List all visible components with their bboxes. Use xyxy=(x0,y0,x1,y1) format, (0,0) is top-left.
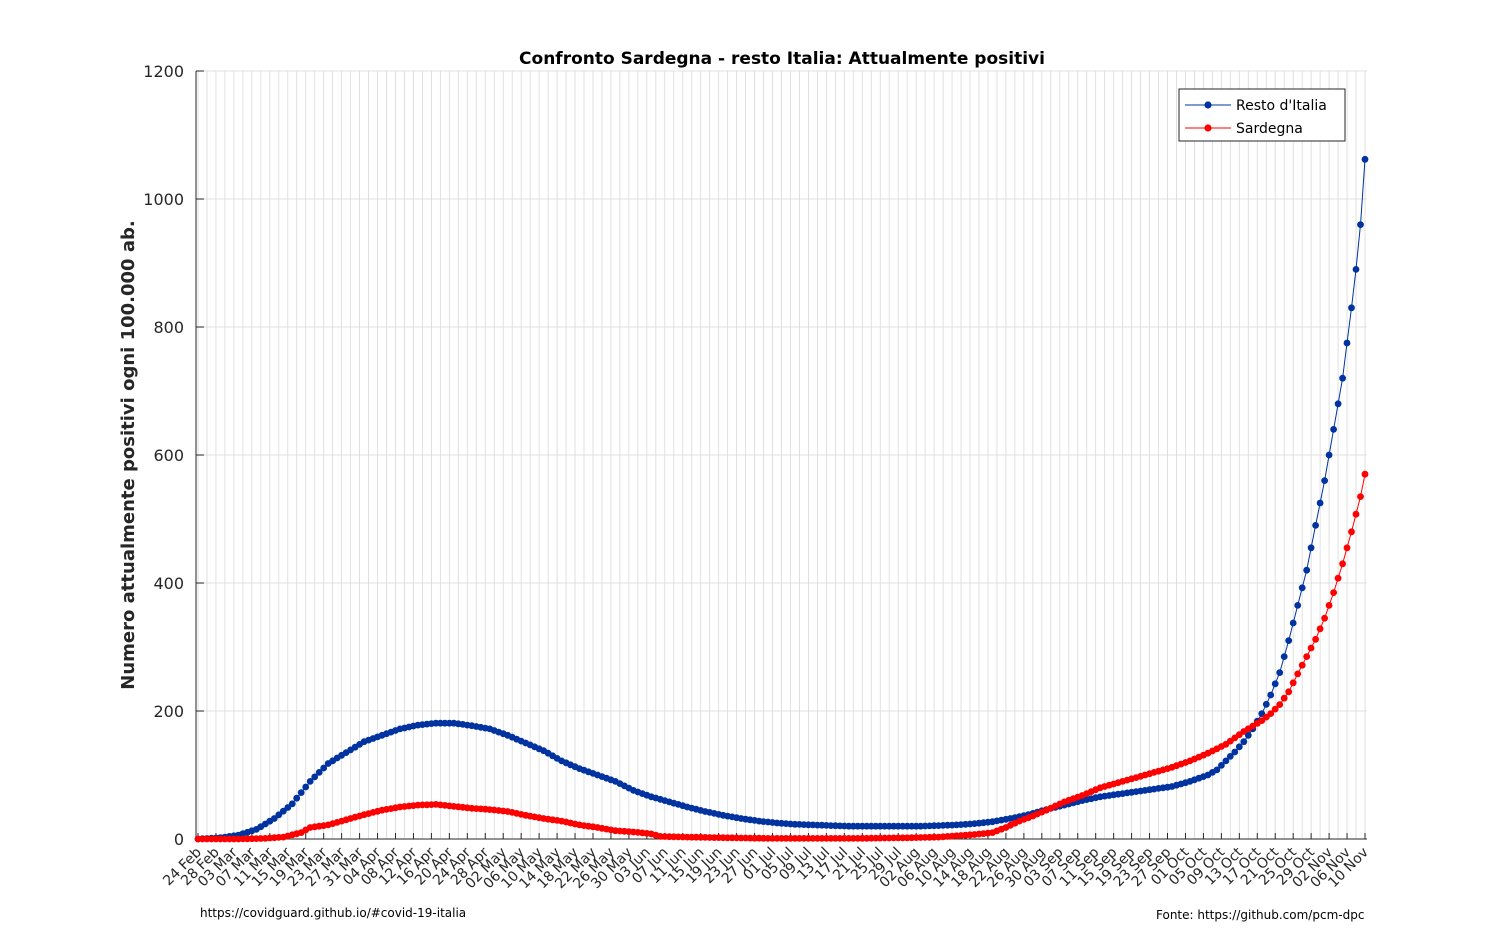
data-point xyxy=(1231,748,1239,756)
legend-label-sardegna: Sardegna xyxy=(1236,121,1303,137)
data-point xyxy=(1316,499,1324,507)
data-point xyxy=(1222,757,1230,765)
data-point xyxy=(1213,766,1221,774)
data-point xyxy=(311,773,319,781)
data-point xyxy=(1280,653,1288,660)
data-point xyxy=(1321,477,1328,484)
data-point xyxy=(1325,451,1333,459)
data-point xyxy=(1361,155,1369,163)
data-point xyxy=(288,800,296,808)
data-point xyxy=(297,789,305,796)
data-point xyxy=(1334,400,1342,408)
data-point xyxy=(1218,762,1225,769)
data-point xyxy=(1303,653,1311,660)
data-point xyxy=(315,769,323,776)
data-point xyxy=(293,794,301,802)
data-point xyxy=(1348,528,1355,536)
data-point xyxy=(1285,688,1293,696)
data-point xyxy=(320,764,328,772)
data-point xyxy=(1312,635,1319,643)
data-point xyxy=(1339,560,1346,568)
legend: Resto d'Italia Sardegna xyxy=(1178,88,1346,142)
series-resto-italia xyxy=(194,155,1369,843)
data-point xyxy=(1334,574,1342,582)
data-point xyxy=(1244,731,1252,739)
data-point xyxy=(1343,544,1351,552)
data-point xyxy=(1357,493,1364,500)
data-point xyxy=(306,778,314,785)
footer-source-url: https://covidguard.github.io/#covid-19-i… xyxy=(200,906,467,920)
data-point xyxy=(1343,339,1351,347)
y-axis-label: Numero attualmente positivi ogni 100.000… xyxy=(118,220,139,689)
data-point xyxy=(1280,694,1288,702)
y-tick-label: 200 xyxy=(153,702,184,721)
data-point xyxy=(1339,374,1346,382)
data-point xyxy=(1235,743,1243,751)
legend-marker-sardegna xyxy=(1204,124,1212,132)
chart-title: Confronto Sardegna - resto Italia: Attua… xyxy=(519,49,1045,69)
data-point xyxy=(1325,602,1333,609)
data-point xyxy=(1312,522,1319,529)
data-point xyxy=(270,815,278,822)
y-tick-label: 800 xyxy=(153,318,184,337)
legend-box xyxy=(1178,88,1346,142)
data-point xyxy=(1240,738,1248,746)
grid xyxy=(196,70,1367,840)
y-tick-label: 400 xyxy=(153,574,184,593)
data-point xyxy=(1316,625,1324,633)
data-point xyxy=(1226,753,1234,760)
data-point xyxy=(1307,644,1315,652)
data-point xyxy=(284,804,292,811)
data-point xyxy=(1298,661,1306,669)
data-point xyxy=(1267,710,1275,717)
data-point xyxy=(1352,266,1360,273)
data-point xyxy=(1285,637,1293,644)
data-point xyxy=(1271,705,1279,713)
series-sardegna xyxy=(194,470,1369,843)
data-point xyxy=(1348,304,1355,312)
data-point xyxy=(1289,619,1297,627)
data-point xyxy=(1262,700,1270,708)
data-point xyxy=(1330,426,1337,433)
y-tick-label: 1200 xyxy=(143,62,184,81)
data-point xyxy=(1303,566,1311,574)
y-tick-label: 1000 xyxy=(143,190,184,209)
data-point xyxy=(1307,544,1315,552)
data-point xyxy=(279,807,287,815)
data-point xyxy=(1298,584,1306,592)
data-point xyxy=(1267,691,1275,699)
data-point xyxy=(1294,602,1302,609)
data-point xyxy=(1276,669,1284,676)
data-point xyxy=(1352,510,1360,518)
y-tick-label: 0 xyxy=(174,830,184,849)
data-point xyxy=(1276,701,1284,708)
footer-data-source: Fonte: https://github.com/pcm-dpc xyxy=(1156,908,1365,922)
data-point xyxy=(1321,614,1328,622)
legend-label-resto: Resto d'Italia xyxy=(1236,98,1327,114)
data-point xyxy=(1361,470,1369,478)
data-point xyxy=(1357,221,1364,229)
series-layer xyxy=(194,155,1369,843)
data-point xyxy=(1294,670,1302,678)
y-tick-label: 600 xyxy=(153,446,184,465)
data-point xyxy=(302,783,310,791)
legend-marker-resto xyxy=(1204,101,1212,109)
data-point xyxy=(1289,679,1297,687)
data-point xyxy=(1271,680,1279,688)
data-point xyxy=(1330,589,1337,596)
